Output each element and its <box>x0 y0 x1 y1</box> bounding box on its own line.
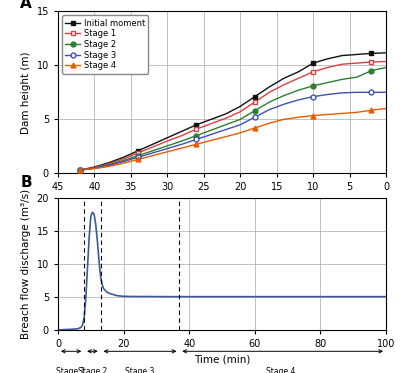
Stage 1 <box>78 168 82 172</box>
Y-axis label: Dam height (m): Dam height (m) <box>21 51 31 134</box>
Stage 2 <box>311 84 316 88</box>
Initial moment <box>194 122 199 127</box>
Stage 3 <box>136 155 140 160</box>
Initial moment <box>252 94 257 99</box>
Initial moment <box>78 168 82 172</box>
Text: Stage 1: Stage 1 <box>56 367 86 373</box>
Stage 1 <box>136 151 140 155</box>
Stage 1 <box>252 100 257 104</box>
Stage 3 <box>194 137 199 142</box>
Stage 4 <box>136 157 140 162</box>
Stage 3 <box>311 94 316 99</box>
Stage 1 <box>369 60 374 64</box>
Text: Stage 2: Stage 2 <box>78 367 107 373</box>
Stage 2 <box>136 153 140 158</box>
Line: Stage 3: Stage 3 <box>78 90 374 173</box>
Stage 4 <box>311 113 316 118</box>
Stage 4 <box>369 108 374 112</box>
Stage 3 <box>78 168 82 172</box>
Line: Stage 1: Stage 1 <box>78 60 374 173</box>
Stage 1 <box>194 127 199 131</box>
Stage 2 <box>78 168 82 172</box>
Line: Stage 4: Stage 4 <box>78 108 374 173</box>
Line: Stage 2: Stage 2 <box>78 68 374 173</box>
Y-axis label: Breach flow discharge (m³/s): Breach flow discharge (m³/s) <box>21 189 31 339</box>
Stage 4 <box>194 142 199 147</box>
Text: Stage 4: Stage 4 <box>266 367 296 373</box>
Stage 2 <box>369 68 374 73</box>
Stage 4 <box>78 168 82 172</box>
Stage 2 <box>194 133 199 138</box>
X-axis label: Dam length (m): Dam length (m) <box>181 198 263 208</box>
Stage 1 <box>311 69 316 74</box>
Stage 3 <box>252 115 257 119</box>
Initial moment <box>311 61 316 65</box>
Line: Initial moment: Initial moment <box>78 51 374 173</box>
Stage 4 <box>252 126 257 130</box>
Text: A: A <box>20 0 32 11</box>
Text: B: B <box>20 175 32 190</box>
Initial moment <box>369 51 374 56</box>
Stage 2 <box>252 109 257 113</box>
X-axis label: Time (min): Time (min) <box>194 355 250 365</box>
Initial moment <box>136 148 140 153</box>
Stage 3 <box>369 90 374 94</box>
Legend: Initial moment, Stage 1, Stage 2, Stage 3, Stage 4: Initial moment, Stage 1, Stage 2, Stage … <box>62 15 148 74</box>
Text: Stage 3: Stage 3 <box>125 367 155 373</box>
